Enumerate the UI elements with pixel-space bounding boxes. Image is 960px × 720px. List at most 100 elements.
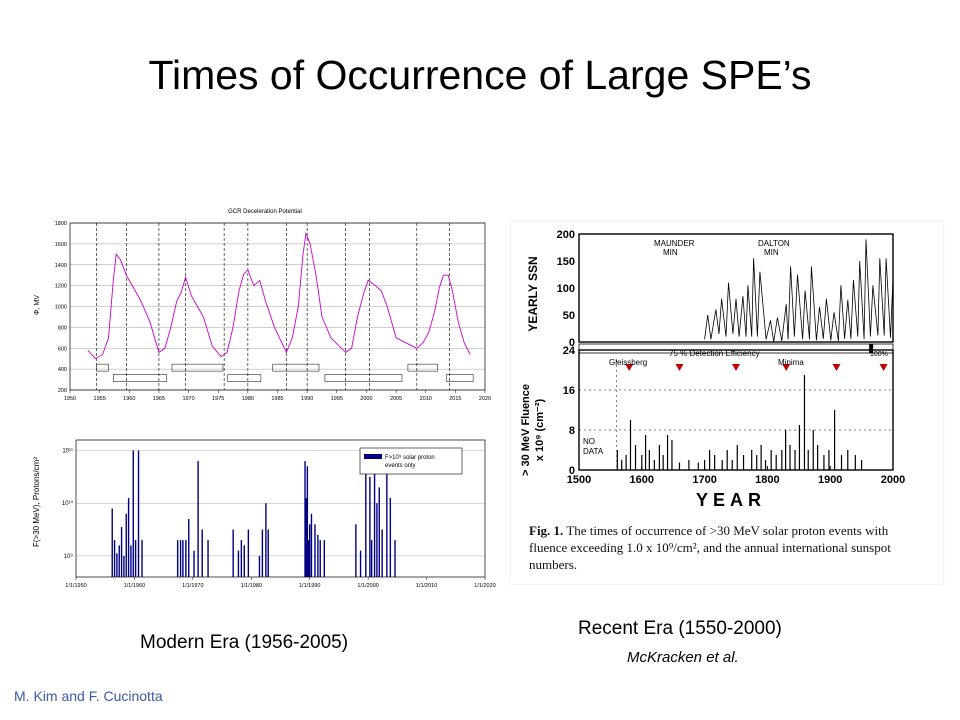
no-data-label-2: DATA: [583, 447, 604, 456]
fluence-bar: [310, 513, 313, 577]
recent-era-caption: Recent Era (1550-2000): [578, 618, 782, 639]
annotation-maunder-min: MIN: [663, 248, 678, 257]
gcr-x-tick-label: 1985: [271, 396, 283, 402]
fluence-x-tick-label: 1/1/1960: [124, 583, 145, 589]
fluence-bar: [265, 503, 267, 577]
fluence-chart: F(>30 MeV), Protons/cm² 10⁹ 10¹⁰ 10¹¹ 1/1/1…: [32, 439, 496, 589]
fluence-chart-panel: F(>30 MeV), Protons/cm² 10⁹ 10¹⁰ 10¹¹ 1/1/1…: [30, 432, 500, 594]
figure-caption-text: The times of occurrence of >30 MeV solar…: [529, 523, 891, 572]
gcr-x-tick-label: 1965: [153, 396, 165, 402]
gcr-x-tick-label: 1970: [182, 396, 194, 402]
fluence-x-tick-label: 1/1/2020: [474, 583, 495, 589]
annotation-dalton: DALTON: [758, 239, 790, 248]
mck-x-tick-label: 2000: [881, 474, 905, 486]
fluence-bar: [386, 471, 388, 577]
gcr-x-tick-label: 1995: [331, 396, 343, 402]
ssn-y-tick-label: 100: [557, 283, 575, 295]
fluence-bar: [389, 497, 392, 577]
fluence-bar: [309, 524, 311, 577]
gcr-x-tick-label: 1960: [123, 396, 135, 402]
fluence-bar: [240, 540, 243, 577]
modern-era-caption: Modern Era (1956-2005): [140, 632, 349, 653]
gcr-cycle-box: [272, 363, 320, 372]
gcr-y-tick-label: 600: [58, 346, 67, 352]
gcr-y-tick-label: 800: [58, 325, 67, 331]
fluence-bar: [369, 476, 371, 577]
fluence-bar: [132, 450, 134, 577]
gcr-x-tick-label: 1980: [242, 396, 254, 402]
fluence-bar: [359, 550, 362, 577]
fluence-bar: [247, 529, 250, 577]
fluence-bar: [179, 540, 182, 577]
minima-marker: [625, 364, 634, 371]
fluence-bar: [319, 540, 321, 577]
fluence-mck-y-tick-label: 24: [563, 345, 576, 357]
slide-title: Times of Occurrence of Large SPE’s: [148, 52, 812, 98]
mck-x-tick-label: 1700: [692, 474, 716, 486]
gcr-series-line: [87, 231, 471, 360]
fluence-bar: [116, 553, 118, 577]
fluence-bar: [118, 545, 120, 577]
fluence-bar: [120, 526, 123, 577]
gcr-y-tick-label: 1000: [55, 305, 67, 311]
fluence-bar: [394, 540, 396, 577]
gcr-y-tick-label: 200: [58, 388, 67, 394]
fluence-bar: [237, 550, 240, 577]
fluence-bar: [314, 524, 316, 577]
fluence-mck-y-label-1: > 30 MeV Fluence: [520, 384, 532, 476]
figure-caption-label: Fig. 1.: [529, 523, 564, 538]
fluence-bar: [134, 540, 137, 577]
authors-caption: McKracken et al.: [627, 649, 739, 666]
fluence-x-tick-label: 1/1/1970: [182, 583, 203, 589]
ssn-plot-frame: [578, 233, 894, 343]
fluence-bar: [317, 534, 319, 577]
fluence-y-axis-label: F(>30 MeV), Protons/cm²: [32, 457, 41, 547]
gcr-cycle-box: [407, 363, 438, 372]
minima-marker: [675, 364, 684, 371]
gcr-x-tick-label: 2010: [420, 396, 432, 402]
mckracken-chart: YEARLY SSN > 30 MeV Fluence x 10⁹ (cm⁻²)…: [520, 229, 905, 510]
gcr-y-tick-label: 1200: [55, 284, 67, 290]
mckracken-figure-panel: YEARLY SSN > 30 MeV Fluence x 10⁹ (cm⁻²)…: [511, 222, 943, 584]
fluence-y-tick-label: 10¹⁰: [62, 500, 74, 507]
fluence-x-tick-label: 1/1/1980: [241, 583, 262, 589]
fluence-bar: [243, 545, 245, 577]
fluence-bar: [182, 540, 184, 577]
fluence-bar: [378, 487, 380, 577]
gcr-y-tick-label: 400: [58, 367, 67, 373]
fluence-bar: [193, 550, 195, 577]
fluence-bar: [305, 497, 307, 577]
fluence-legend-label: F>10⁹ solar proton events only: [385, 454, 436, 469]
fluence-bar: [111, 508, 113, 577]
mck-x-tick-label: 1600: [630, 474, 654, 486]
fluence-bar: [307, 540, 310, 577]
fluence-mck-y-tick-label: 16: [563, 385, 575, 397]
efficiency-100-block: [869, 344, 874, 353]
ssn-series-line: [704, 239, 894, 343]
gcr-cycle-box: [446, 374, 474, 382]
fluence-x-tick-label: 1/1/1950: [65, 583, 86, 589]
fluence-legend: F>10⁹ solar proton events only: [359, 447, 463, 475]
fluence-bar: [141, 540, 143, 577]
gcr-x-tick-label: 1950: [64, 396, 76, 402]
annotation-minima: Minima: [778, 358, 804, 367]
mck-x-axis-label: YEAR: [696, 490, 766, 510]
gcr-x-tick-label: 2005: [390, 396, 402, 402]
fluence-bar: [261, 529, 264, 577]
minima-marker: [732, 364, 740, 371]
gcr-chart: GCR Deceleration Potential Φ, MV 200 400 6…: [34, 209, 491, 402]
minima-marker: [832, 364, 841, 371]
gcr-x-tick-label: 1990: [301, 396, 313, 402]
mck-x-tick-label: 1500: [567, 474, 591, 486]
fluence-mck-y-tick-label: 8: [569, 425, 575, 437]
fluence-mck-y-tick-label: 0: [569, 465, 575, 477]
fluence-bar: [370, 540, 373, 577]
gcr-y-tick-label: 1600: [55, 242, 67, 248]
fluence-bar: [267, 529, 269, 577]
efficiency-100-label: 100%: [870, 351, 888, 358]
fluence-bar: [188, 519, 190, 577]
gcr-chart-title: GCR Deceleration Potential: [228, 209, 302, 215]
fluence-bar: [304, 461, 306, 577]
gcr-cycle-box: [227, 374, 262, 382]
fluence-bar: [127, 497, 130, 577]
